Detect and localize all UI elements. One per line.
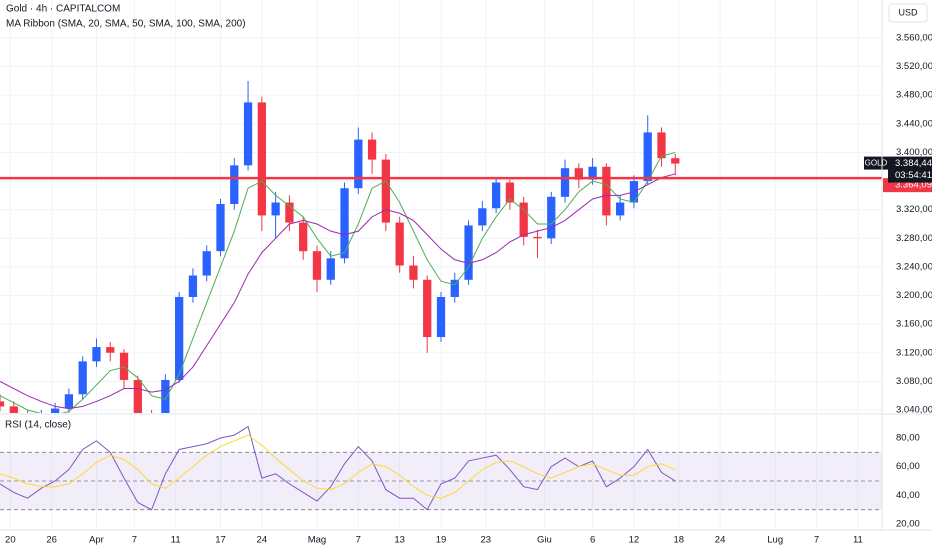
y-tick-label: 3.240,00 [896, 261, 932, 272]
candle-body [367, 139, 377, 160]
candle-body [188, 275, 198, 297]
x-tick-label: Apr [89, 535, 104, 546]
candle-body [657, 132, 666, 159]
currency-button[interactable] [888, 3, 928, 23]
y-tick-label: 3.400,00 [896, 147, 932, 158]
candle-body [478, 208, 487, 226]
candle-body [257, 102, 266, 216]
rsi-line [0, 434, 676, 499]
candle-body [505, 182, 515, 203]
x-tick-label: 7 [356, 535, 361, 546]
x-tick-label: 11 [171, 535, 181, 546]
y-tick-label: 3.120,00 [896, 347, 932, 358]
x-tick-label: 11 [853, 535, 863, 546]
candle-body [312, 251, 322, 280]
candle-body [574, 168, 583, 180]
candle-body [450, 279, 459, 297]
candle-body [616, 202, 625, 216]
moving-average-line [0, 151, 676, 413]
x-tick-label: 23 [481, 535, 492, 546]
candle-body [216, 203, 225, 252]
y-tick-label: 3.480,00 [896, 90, 932, 101]
candle-body [78, 361, 87, 395]
candle-body [92, 347, 101, 362]
x-tick-label: 6 [590, 535, 595, 546]
candle-body [533, 236, 542, 239]
x-tick-label: Mag [308, 535, 326, 546]
candle-body [340, 188, 349, 259]
candle-body [106, 347, 115, 353]
x-tick-label: 19 [436, 535, 447, 546]
y-tick-label: 3.080,00 [896, 376, 932, 387]
candle-body [464, 225, 473, 280]
candle-body [9, 406, 18, 413]
x-tick-label: Giu [537, 535, 552, 546]
level-label: 3.364,09 [895, 180, 932, 191]
rsi-line [0, 425, 676, 511]
rsi-tick-label: 20,00 [896, 519, 920, 530]
y-tick-label: 3.040,00 [896, 405, 932, 416]
candle-body [519, 202, 528, 237]
candle-body [395, 222, 404, 266]
rsi-tick-label: 60,00 [896, 461, 920, 472]
x-tick-label: 24 [715, 535, 726, 546]
x-tick-label: Lug [767, 535, 783, 546]
candle-body [0, 401, 5, 407]
x-tick-label: 18 [673, 535, 684, 546]
candle-body [423, 279, 432, 338]
x-tick-label: 7 [132, 535, 137, 546]
candle-body [409, 265, 418, 280]
y-tick-label: 3.200,00 [896, 290, 932, 301]
countdown: 03:54:41 [895, 170, 932, 181]
candle-body [64, 394, 74, 409]
currency: USD [898, 7, 918, 17]
x-tick-label: 24 [257, 535, 268, 546]
candle-body [271, 202, 280, 216]
candle-body [436, 296, 446, 338]
rsi-tick-label: 80,00 [896, 433, 920, 444]
moving-average-line [0, 173, 676, 410]
candle-body [299, 222, 308, 252]
candle-body [285, 202, 294, 223]
candle-body [202, 251, 211, 276]
candle-body [602, 166, 611, 216]
candle-body [133, 379, 142, 413]
candle-body [119, 352, 129, 380]
candle-body [560, 168, 570, 197]
candle-body [491, 182, 501, 209]
last-price-tag [888, 156, 932, 183]
y-tick-label: 3.320,00 [896, 204, 932, 215]
candle-body [50, 408, 60, 413]
candle-body [643, 132, 652, 182]
x-tick-label: 13 [394, 535, 405, 546]
y-tick-label: 3.440,00 [896, 118, 932, 129]
candle-body [243, 102, 253, 166]
y-tick-label: 3.520,00 [896, 61, 932, 72]
x-tick-label: 20 [5, 535, 16, 546]
candle-body [671, 158, 680, 164]
candle-body [588, 166, 597, 180]
candle-body [326, 258, 335, 280]
candle-body [354, 139, 363, 189]
candle-body [547, 196, 556, 239]
y-tick-label: 3.280,00 [896, 233, 932, 244]
indicator-legend: MA Ribbon (SMA, 20, SMA, 50, SMA, 100, S… [6, 19, 246, 30]
x-tick-label: 12 [629, 535, 640, 546]
candle-body [230, 165, 239, 204]
x-tick-label: 17 [215, 535, 226, 546]
y-tick-label: 3.560,00 [896, 33, 932, 44]
rsi-tick-label: 40,00 [896, 490, 920, 501]
x-tick-label: 26 [46, 535, 57, 546]
candle-body [381, 159, 391, 223]
symbol-label: GOLD [865, 159, 888, 168]
candle-body [161, 379, 170, 413]
candle-body [147, 416, 155, 428]
rsi-legend: RSI (14, close) [5, 420, 71, 431]
x-tick-label: 7 [814, 535, 819, 546]
y-tick-label: 3.160,00 [896, 319, 932, 330]
last-price-label: 3.384,44 [895, 158, 932, 169]
candle-body [175, 296, 184, 380]
chart-title: Gold · 4h · CAPITALCOM [6, 4, 120, 15]
